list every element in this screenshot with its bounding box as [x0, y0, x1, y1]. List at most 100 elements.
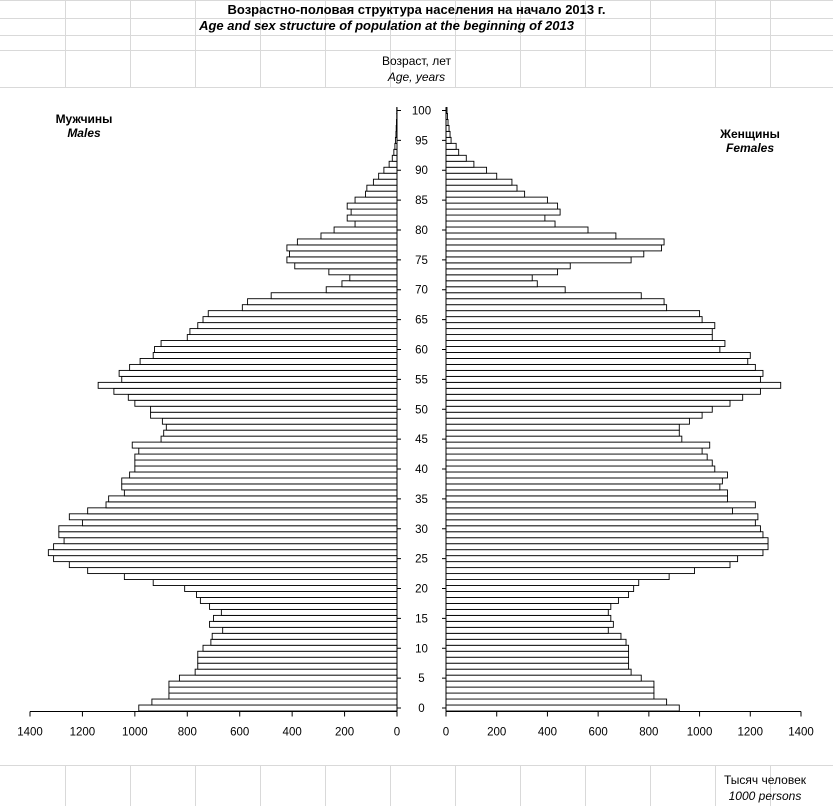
female-bar-age-27 — [445, 543, 769, 551]
female-bar-age-11 — [445, 638, 627, 646]
male-bar-age-6 — [194, 668, 398, 676]
female-bar-age-52 — [445, 393, 744, 401]
female-bar-age-31 — [445, 519, 756, 527]
male-bar-age-15 — [213, 614, 398, 622]
male-bar-age-18 — [199, 597, 398, 604]
male-bar-age-55 — [121, 375, 398, 383]
female-bar-age-84 — [445, 202, 559, 210]
female-bar-age-1 — [445, 698, 668, 706]
female-bar-age-24 — [445, 561, 731, 569]
male-bar-age-30 — [58, 525, 398, 533]
female-bar-age-17 — [445, 602, 612, 610]
female-bar-age-72 — [445, 274, 533, 282]
female-bar-age-71 — [445, 280, 538, 288]
age-tick-label: 35 — [415, 494, 428, 506]
female-bar-age-7 — [445, 662, 630, 670]
male-bar-age-7 — [197, 662, 398, 670]
female-bar-age-53 — [445, 387, 761, 395]
female-bar-age-39 — [445, 471, 728, 479]
female-bar-age-81 — [445, 220, 556, 228]
female-bar-age-9 — [445, 650, 630, 658]
female-bar-age-85 — [445, 196, 548, 204]
female-bar-age-63 — [445, 328, 713, 336]
male-bar-age-10 — [202, 644, 398, 652]
male-bar-age-72 — [349, 274, 398, 282]
female-value-tick-label: 400 — [538, 727, 557, 739]
female-bar-age-44 — [445, 441, 711, 449]
female-bar-age-42 — [445, 453, 708, 461]
males-label-ru: Мужчины — [55, 112, 113, 126]
male-bar-age-78 — [296, 238, 398, 246]
male-bar-age-58 — [139, 358, 398, 365]
female-bar-age-33 — [445, 507, 733, 515]
male-bar-age-51 — [134, 399, 398, 407]
female-bar-age-90 — [445, 166, 488, 174]
male-bar-age-46 — [163, 429, 398, 437]
female-bar-age-94 — [445, 142, 457, 150]
chart-subtitle: Age and sex structure of population at t… — [199, 18, 574, 33]
male-bar-age-62 — [186, 334, 398, 341]
male-bar-age-89 — [378, 172, 398, 180]
female-bar-age-76 — [445, 250, 645, 258]
male-bar-age-48 — [161, 417, 398, 425]
male-bar-age-0 — [138, 704, 398, 712]
male-value-tick-label: 800 — [178, 727, 197, 739]
female-bar-age-82 — [445, 214, 546, 222]
female-bar-age-69 — [445, 292, 642, 300]
male-bar-age-77 — [286, 244, 398, 252]
female-bar-age-36 — [445, 489, 728, 497]
female-bar-age-10 — [445, 644, 630, 652]
females-label-ru: Женщины — [720, 127, 780, 141]
female-bar-age-37 — [445, 483, 721, 491]
female-bar-age-56 — [445, 369, 764, 377]
age-tick-label: 0 — [418, 703, 424, 715]
female-bar-age-6 — [445, 668, 632, 676]
male-bar-age-92 — [391, 154, 398, 162]
females-label-en: Females — [725, 141, 775, 155]
female-bar-age-87 — [445, 184, 518, 192]
female-bar-age-45 — [445, 435, 683, 443]
male-bar-age-66 — [207, 310, 398, 318]
female-bar-age-48 — [445, 417, 690, 425]
male-bar-age-25 — [53, 555, 398, 563]
female-bar-age-5 — [445, 674, 642, 682]
female-bar-age-96 — [445, 130, 451, 138]
female-bar-age-49 — [445, 411, 703, 419]
age-tick-label: 80 — [415, 225, 428, 237]
female-bar-age-21 — [445, 579, 640, 586]
female-bar-age-95 — [445, 136, 452, 144]
male-bar-age-75 — [286, 256, 398, 264]
age-tick-label: 75 — [415, 255, 428, 267]
male-bar-age-63 — [189, 328, 398, 336]
female-bar-age-64 — [445, 322, 716, 330]
female-bar-age-77 — [445, 244, 662, 252]
female-bar-age-80 — [445, 226, 589, 234]
female-bar-age-14 — [445, 620, 614, 628]
male-bar-age-84 — [346, 202, 398, 210]
male-bar-age-57 — [129, 363, 398, 371]
male-bar-age-70 — [325, 286, 398, 294]
male-bar-age-12 — [211, 632, 398, 640]
male-bar-age-37 — [121, 483, 398, 491]
age-tick-label: 25 — [415, 554, 428, 566]
male-bar-age-28 — [63, 537, 398, 545]
female-bar-age-12 — [445, 632, 622, 640]
male-bar-age-20 — [184, 585, 398, 592]
male-bar-age-74 — [294, 262, 398, 270]
male-bar-age-59 — [152, 352, 398, 359]
female-bar-age-20 — [445, 585, 635, 592]
female-bar-age-62 — [445, 334, 713, 341]
female-bar-age-3 — [445, 686, 655, 694]
males-label-en: Males — [67, 126, 101, 140]
female-bar-age-18 — [445, 597, 619, 604]
female-value-tick-label: 0 — [443, 727, 449, 739]
age-tick-label: 45 — [415, 434, 428, 446]
female-bar-age-54 — [445, 381, 782, 389]
female-bar-age-70 — [445, 286, 566, 294]
female-bar-age-55 — [445, 375, 761, 383]
male-value-tick-label: 0 — [394, 727, 400, 739]
male-bar-age-52 — [127, 393, 398, 401]
female-bar-age-19 — [445, 591, 630, 598]
male-bar-age-2 — [168, 692, 398, 700]
age-tick-label: 15 — [415, 613, 428, 625]
